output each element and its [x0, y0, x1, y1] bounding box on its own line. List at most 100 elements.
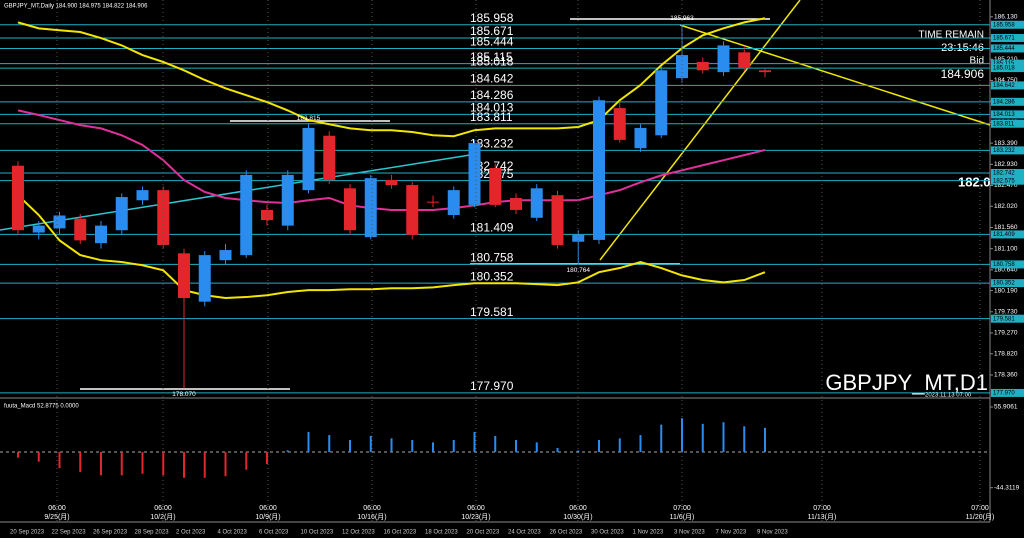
level-box — [991, 64, 1024, 73]
level-label: 184.642 — [470, 72, 514, 86]
x-tick-label: 30 Oct 2023 — [591, 530, 624, 536]
y-tick-label: 185.210 — [994, 56, 1018, 63]
candle-body — [759, 70, 771, 73]
level-box-label: 184.286 — [993, 99, 1015, 105]
macd-bar — [535, 442, 538, 453]
candle-body — [323, 135, 336, 180]
macd-bar — [701, 423, 704, 453]
y-tick-label: 178.360 — [994, 372, 1018, 379]
level-box-label: 183.811 — [993, 121, 1015, 127]
candle-body — [530, 188, 543, 218]
level-box — [991, 314, 1024, 323]
candle-body — [240, 174, 253, 256]
time-label: 06:00 — [363, 505, 381, 512]
y-tick-label: 182.470 — [994, 182, 1018, 189]
candle-body — [261, 209, 273, 221]
x-tick-label: 16 Oct 2023 — [384, 530, 417, 536]
y-tick-label: 180.190 — [994, 287, 1018, 294]
candle-body — [12, 165, 24, 231]
macd-bar — [411, 439, 414, 453]
level-box — [991, 59, 1024, 68]
macd-bar — [17, 452, 19, 458]
candle-body — [468, 143, 481, 205]
macd-bar — [203, 452, 206, 478]
x-tick-label: 20 Oct 2023 — [467, 530, 500, 536]
level-box — [991, 230, 1024, 239]
level-label: 183.811 — [470, 110, 513, 124]
future-label: 2023.11.13 07:00 — [925, 393, 972, 399]
macd-bar — [432, 442, 434, 453]
candle-body — [157, 190, 170, 245]
level-label: 179.581 — [470, 305, 514, 319]
macd-bar — [307, 431, 310, 453]
level-box-label: 179.581 — [993, 316, 1015, 322]
symbol-label: GBPJPY_MT,D1 — [825, 370, 988, 395]
x-tick-label: 10 Oct 2023 — [301, 530, 334, 536]
time-date-label: 9/25(月) — [44, 513, 69, 521]
macd-bar — [369, 435, 372, 453]
candle-body — [136, 190, 149, 201]
level-box — [991, 110, 1024, 119]
trend-line — [599, 0, 801, 261]
time-remain-label: TIME REMAIN — [918, 30, 984, 41]
time-label: 07:00 — [971, 505, 989, 512]
level-box-label: 180.758 — [993, 262, 1015, 268]
indicator-line — [17, 109, 766, 211]
level-box-label: 184.642 — [993, 83, 1015, 89]
level-box-label: 182.575 — [993, 178, 1015, 184]
macd-bar — [639, 435, 642, 453]
level-box — [991, 20, 1024, 29]
level-label: 177.970 — [470, 379, 514, 393]
level-label: 182.742 — [470, 159, 514, 173]
x-tick-label: 4 Oct 2023 — [218, 530, 248, 536]
candle-body — [613, 108, 626, 140]
macd-bar — [722, 422, 725, 453]
candle-body — [447, 190, 460, 216]
candle-body — [717, 45, 730, 73]
x-tick-label: 6 Oct 2023 — [259, 530, 289, 536]
candle-body — [53, 215, 66, 229]
level-box-label: 182.742 — [993, 171, 1015, 177]
hl-label: 178.070 — [172, 391, 196, 398]
level-box — [991, 279, 1024, 288]
level-label: 185.018 — [470, 54, 514, 68]
time-date-label: 10/16(月) — [357, 513, 386, 521]
macd-tick-label: 55.9061 — [994, 404, 1018, 411]
time-date-label: 10/2(月) — [150, 513, 175, 521]
level-box — [991, 44, 1024, 53]
level-label: 180.352 — [470, 269, 514, 283]
x-tick-label: 20 Sep 2023 — [10, 530, 45, 536]
x-tick-label: 7 Nov 2023 — [716, 530, 747, 536]
level-box-label: 185.958 — [993, 22, 1015, 28]
cut-label: 182.0 — [958, 174, 991, 189]
candle-body — [32, 225, 45, 233]
candle-body — [115, 197, 128, 231]
y-tick-label: 182.930 — [994, 161, 1018, 168]
x-tick-label: 28 Sep 2023 — [135, 530, 170, 536]
level-box-label: 181.409 — [993, 232, 1015, 238]
y-tick-label: 179.730 — [994, 309, 1018, 316]
y-tick-label: 184.750 — [994, 77, 1018, 84]
macd-bar — [515, 439, 517, 453]
macd-bar — [286, 450, 289, 453]
macd-bar — [349, 439, 351, 453]
x-tick-label: 9 Nov 2023 — [757, 530, 788, 536]
macd-bar — [743, 426, 746, 453]
level-box-label: 185.018 — [993, 66, 1015, 72]
candle-body — [489, 168, 502, 205]
time-remain: 23:15:46 — [941, 42, 984, 54]
candle-body — [593, 100, 605, 240]
y-tick-label: 180.640 — [994, 267, 1018, 274]
time-date-label: 11/6(月) — [670, 513, 695, 521]
bid-label: Bid — [970, 56, 984, 67]
level-box — [991, 119, 1024, 128]
candle-body — [696, 61, 709, 71]
time-label: 06:00 — [154, 505, 172, 512]
macd-tick-label: -44.3119 — [994, 484, 1020, 491]
bid: 184.906 — [941, 67, 985, 81]
macd-bar — [100, 452, 102, 476]
candle-body — [364, 178, 377, 238]
level-label: 185.958 — [470, 11, 514, 25]
macd-bar — [494, 435, 497, 453]
candle-body — [178, 253, 190, 298]
